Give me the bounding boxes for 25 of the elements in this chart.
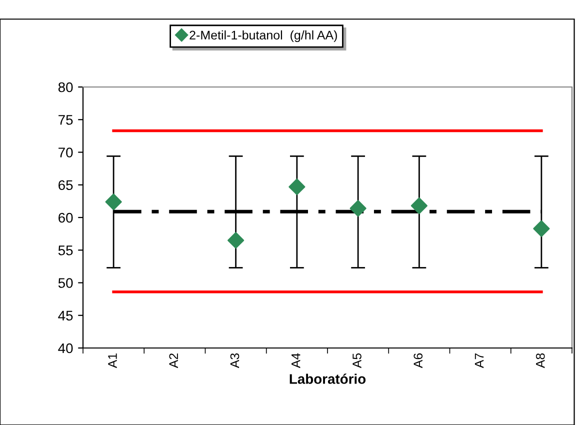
y-tick-label: 65 <box>58 180 73 190</box>
x-tick-label: A3 <box>230 353 240 368</box>
legend-label: 2-Metil-1-butanol (g/hl AA) <box>190 30 337 42</box>
x-tick-label: A2 <box>169 353 178 368</box>
x-tick-label: A1 <box>108 353 117 368</box>
x-tick-label: A7 <box>474 353 484 368</box>
point <box>105 194 122 210</box>
point <box>410 197 428 214</box>
x-axis-title: Laboratório <box>290 374 366 384</box>
y-tick-label: 60 <box>58 212 73 223</box>
y-tick-label: 80 <box>58 82 73 92</box>
point <box>350 200 366 217</box>
y-tick-label: 55 <box>58 246 73 256</box>
y-tick-label: 45 <box>58 310 73 321</box>
y-tick-label: 40 <box>58 343 73 354</box>
x-tick-label: A8 <box>536 353 545 368</box>
point <box>228 232 244 249</box>
x-tick-label: A4 <box>292 353 300 368</box>
x-tick-label: A5 <box>352 353 362 368</box>
x-tick-label: A6 <box>414 353 423 368</box>
y-tick-label: 75 <box>58 115 73 125</box>
y-tick-label: 50 <box>58 278 73 288</box>
point <box>533 220 550 237</box>
point <box>288 178 306 196</box>
y-tick-label: 70 <box>58 148 73 158</box>
